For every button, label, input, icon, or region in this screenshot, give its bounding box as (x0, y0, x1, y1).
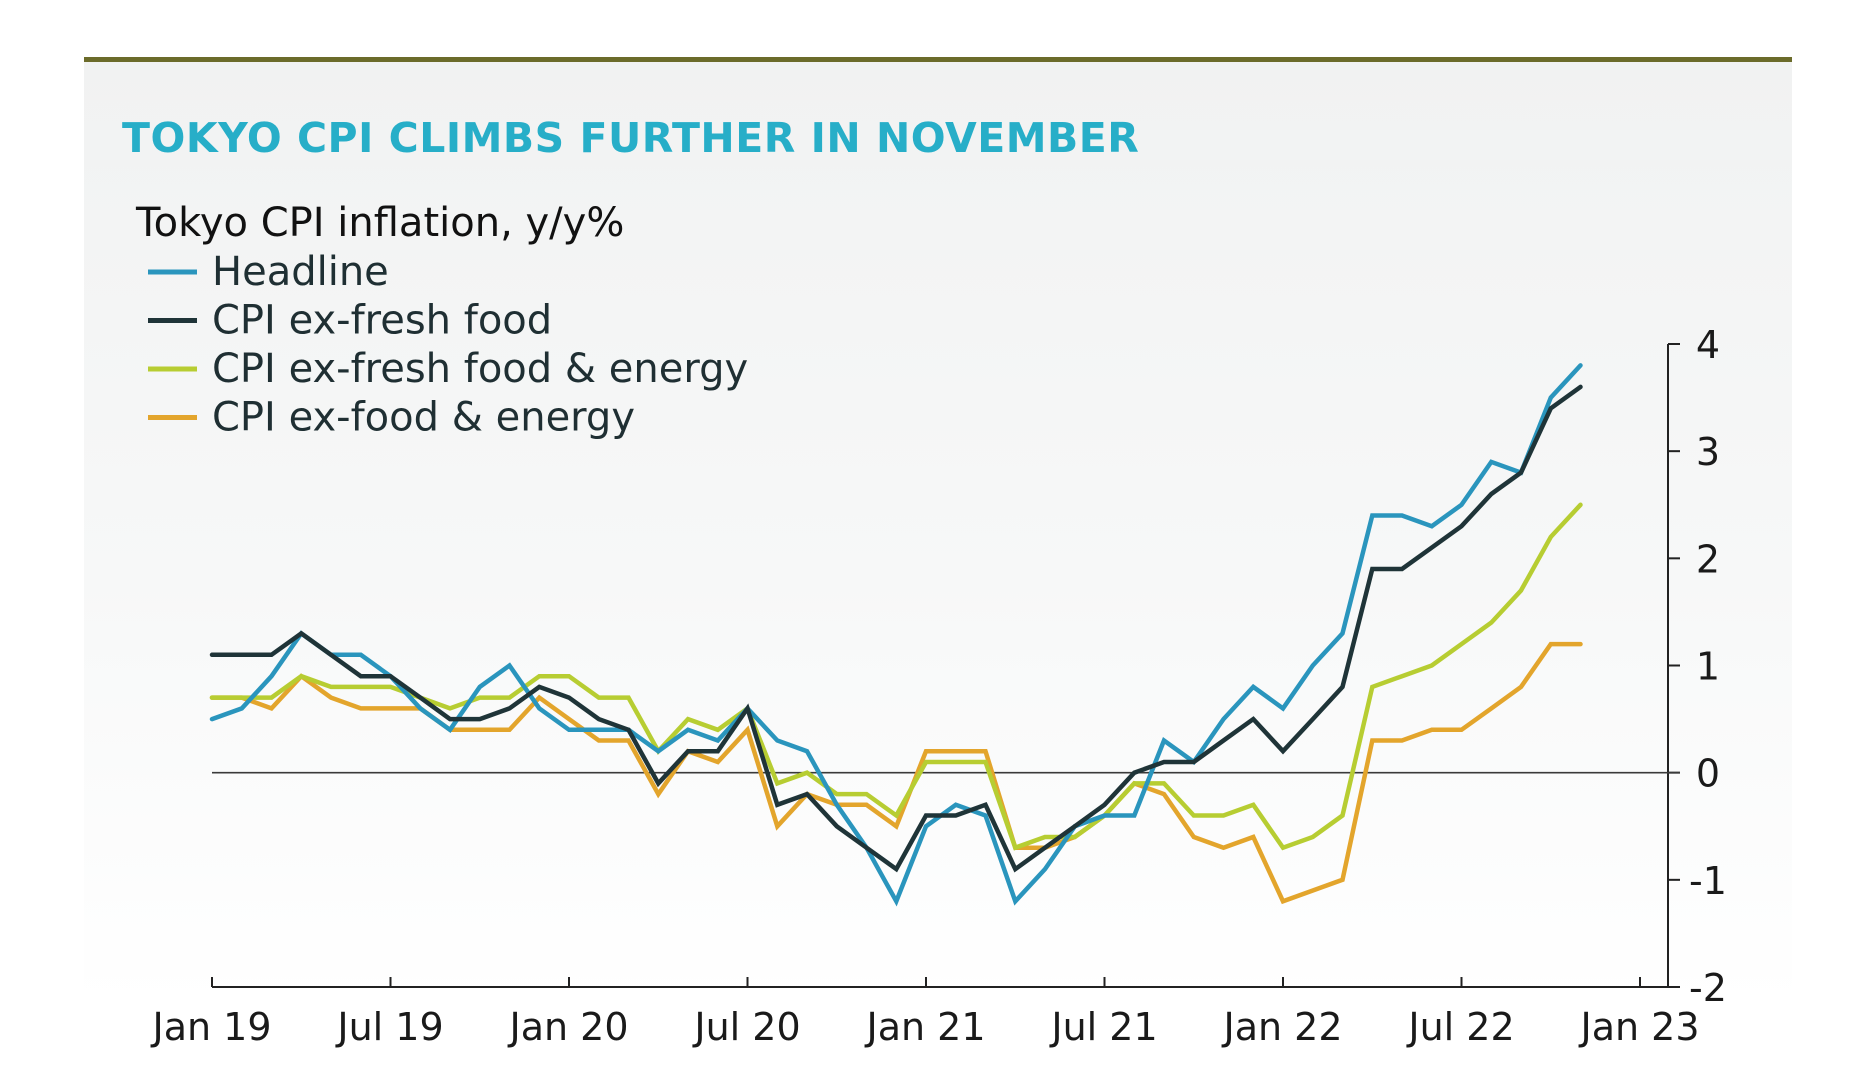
chart-headline: TOKYO CPI CLIMBS FURTHER IN NOVEMBER (122, 114, 1140, 162)
series-line-cpi-ex-fresh-food-energy (209, 502, 1583, 851)
y-tick-label: 2 (1696, 537, 1720, 581)
x-tick-label: Jan 21 (864, 1005, 985, 1049)
y-tick-label: -1 (1689, 859, 1727, 903)
y-tick-label: 0 (1696, 752, 1720, 796)
y-tick-label: -2 (1689, 966, 1727, 1010)
x-tick-label: Jan 20 (507, 1005, 628, 1049)
y-tick-label: 3 (1696, 430, 1720, 474)
legend-label: CPI ex-food & energy (212, 395, 635, 441)
y-tick-label: 1 (1696, 645, 1720, 689)
x-tick-label: Jul 19 (335, 1005, 443, 1049)
chart-title: Tokyo CPI inflation, y/y% (135, 200, 624, 246)
legend-label: Headline (212, 249, 389, 295)
chart-card (84, 57, 1792, 1005)
x-tick-label: Jul 21 (1049, 1005, 1157, 1049)
x-tick-label: Jul 20 (692, 1005, 800, 1049)
x-tick-label: Jan 23 (1578, 1005, 1699, 1049)
series-line-cpi-ex-fresh-food (209, 384, 1583, 873)
card-top-rule (84, 57, 1792, 62)
axes: 4 3 2 1 0 -1 -2 Jan 19 Jul 19 Jan 20 Jul 20 Jan 21 J… (150, 323, 1726, 1049)
plot-area (209, 363, 1680, 907)
series-line-headline (209, 363, 1583, 907)
x-tick-label: Jan 19 (150, 1005, 271, 1049)
y-tick-label: 4 (1696, 323, 1720, 367)
legend-label: CPI ex-fresh food & energy (212, 346, 748, 392)
x-tick-label: Jan 22 (1221, 1005, 1342, 1049)
x-tick-label: Jul 22 (1406, 1005, 1514, 1049)
legend-label: CPI ex-fresh food (212, 298, 552, 344)
